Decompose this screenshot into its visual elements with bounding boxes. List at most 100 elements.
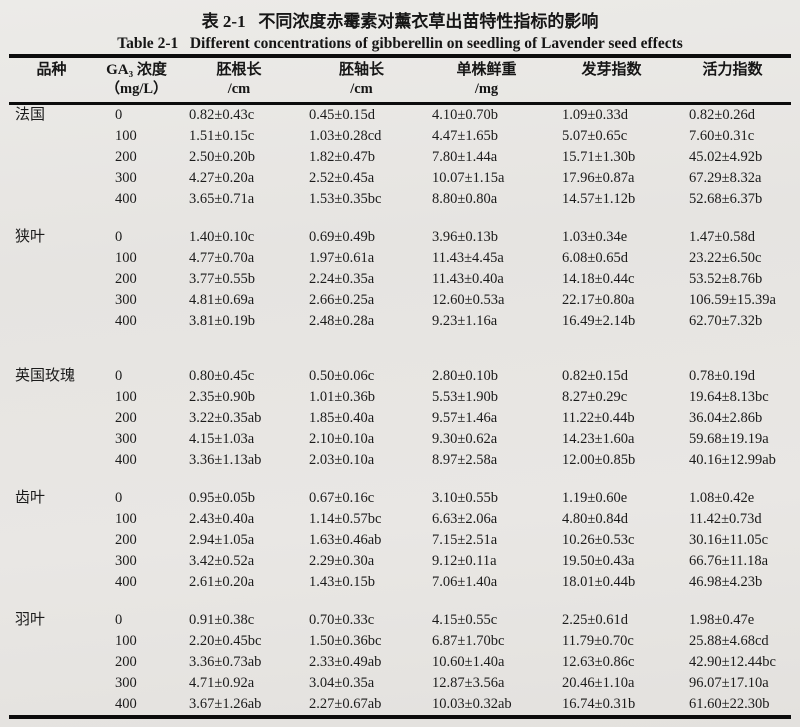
vigor-index-cell: 59.68±19.19a	[689, 431, 769, 447]
concentration-cell: 300	[115, 675, 137, 691]
concentration-cell: 100	[115, 389, 137, 405]
group-spacer	[9, 471, 791, 488]
radicle-length-cell: 0.82±0.43c	[189, 107, 255, 123]
germination-index-cell: 0.82±0.15d	[562, 368, 628, 384]
variety-cell	[9, 652, 94, 673]
spacer-cell	[9, 210, 791, 227]
table-row: 齿叶 0 0.95±0.05b 0.67±0.16c 3.10±0.55b 1.19±0.…	[9, 488, 791, 509]
vigor-index-cell: 0.78±0.19d	[689, 368, 755, 384]
header-unit: （mg/L）	[105, 81, 168, 97]
germination-index-cell: 20.46±1.10a	[562, 675, 635, 691]
table-title-en: Table 2-1 Different concentrations of gi…	[117, 35, 683, 52]
table-body: 法国 0 0.82±0.43c 0.45±0.15d 4.10±0.70b 1.09±0.…	[9, 104, 791, 718]
table-row: 300 4.81±0.69a 2.66±0.25a 12.60±0.53a 22.17±…	[9, 290, 791, 311]
table-row: 300 4.27±0.20a 2.52±0.45a 10.07±1.15a 17.96±…	[9, 168, 791, 189]
vigor-index-cell: 25.88±4.68cd	[689, 633, 769, 649]
concentration-cell: 200	[115, 271, 137, 287]
hypocotyl-length-cell: 2.27±0.67ab	[309, 696, 382, 712]
radicle-length-cell: 3.67±1.26ab	[189, 696, 262, 712]
fresh-weight-cell: 12.60±0.53a	[432, 292, 505, 308]
column-header-radicle-length: 胚根长 /cm	[179, 56, 299, 104]
hypocotyl-length-cell: 0.45±0.15d	[309, 107, 375, 123]
hypocotyl-length-cell: 2.52±0.45a	[309, 170, 375, 186]
vigor-index-cell: 53.52±8.76b	[689, 271, 763, 287]
fresh-weight-cell: 2.80±0.10b	[432, 368, 498, 384]
variety-cell	[9, 694, 94, 717]
concentration-cell: 100	[115, 511, 137, 527]
concentration-cell: 0	[115, 612, 123, 628]
radicle-length-cell: 3.77±0.55b	[189, 271, 255, 287]
variety-cell	[9, 168, 94, 189]
germination-index-cell: 16.49±2.14b	[562, 313, 636, 329]
table-row: 200 3.36±0.73ab 2.33±0.49ab 10.60±1.40a 12.6…	[9, 652, 791, 673]
germination-index-cell: 1.19±0.60e	[562, 490, 628, 506]
germination-index-cell: 14.18±0.44c	[562, 271, 635, 287]
fresh-weight-cell: 10.60±1.40a	[432, 654, 505, 670]
variety-cell	[9, 429, 94, 450]
data-table: 品种 GA₃ 浓度 （mg/L） 胚根长 /cm 胚轴长 /cm 单株鲜重	[9, 54, 791, 719]
table-row: 200 2.94±1.05a 1.63±0.46ab 7.15±2.51a 10.26±…	[9, 530, 791, 551]
vigor-index-cell: 42.90±12.44bc	[689, 654, 776, 670]
concentration-cell: 0	[115, 229, 123, 245]
germination-index-cell: 1.09±0.33d	[562, 107, 628, 123]
vigor-index-cell: 23.22±6.50c	[689, 250, 762, 266]
germination-index-cell: 1.03±0.34e	[562, 229, 628, 245]
fresh-weight-cell: 6.87±1.70bc	[432, 633, 505, 649]
radicle-length-cell: 2.61±0.20a	[189, 574, 255, 590]
fresh-weight-cell: 8.97±2.58a	[432, 452, 498, 468]
vigor-index-cell: 1.47±0.58d	[689, 229, 755, 245]
fresh-weight-cell: 4.15±0.55c	[432, 612, 498, 628]
hypocotyl-length-cell: 2.24±0.35a	[309, 271, 375, 287]
radicle-length-cell: 2.20±0.45bc	[189, 633, 262, 649]
variety-cell	[9, 631, 94, 652]
hypocotyl-length-cell: 1.14±0.57bc	[309, 511, 382, 527]
table-row: 300 4.15±1.03a 2.10±0.10a 9.30±0.62a 14.23±1…	[9, 429, 791, 450]
vigor-index-cell: 106.59±15.39a	[689, 292, 776, 308]
vigor-index-cell: 61.60±22.30b	[689, 696, 770, 712]
hypocotyl-length-cell: 0.70±0.33c	[309, 612, 375, 628]
germination-index-cell: 11.79±0.70c	[562, 633, 634, 649]
variety-cell	[9, 189, 94, 210]
variety-cell	[9, 551, 94, 572]
table-row: 400 3.67±1.26ab 2.27±0.67ab 10.03±0.32ab 16.…	[9, 694, 791, 717]
germination-index-cell: 2.25±0.61d	[562, 612, 628, 628]
germination-index-cell: 11.22±0.44b	[562, 410, 635, 426]
radicle-length-cell: 2.43±0.40a	[189, 511, 255, 527]
fresh-weight-cell: 5.53±1.90b	[432, 389, 498, 405]
variety-cell	[9, 290, 94, 311]
group-spacer	[9, 593, 791, 610]
column-header-fresh-weight: 单株鲜重 /mg	[424, 56, 549, 104]
vigor-index-cell: 46.98±4.23b	[689, 574, 763, 590]
header-title: 胚根长	[216, 62, 262, 78]
vigor-index-cell: 52.68±6.37b	[689, 191, 763, 207]
germination-index-cell: 16.74±0.31b	[562, 696, 636, 712]
radicle-length-cell: 3.36±0.73ab	[189, 654, 262, 670]
germination-index-cell: 14.23±1.60a	[562, 431, 635, 447]
table-row: 200 3.77±0.55b 2.24±0.35a 11.43±0.40a 14.18±…	[9, 269, 791, 290]
radicle-length-cell: 4.77±0.70a	[189, 250, 255, 266]
group-spacer	[9, 332, 791, 366]
germination-index-cell: 5.07±0.65c	[562, 128, 628, 144]
vigor-index-cell: 0.82±0.26d	[689, 107, 755, 123]
germination-index-cell: 10.26±0.53c	[562, 532, 635, 548]
fresh-weight-cell: 9.23±1.16a	[432, 313, 498, 329]
spacer-cell	[9, 593, 791, 610]
hypocotyl-length-cell: 1.63±0.46ab	[309, 532, 382, 548]
fresh-weight-cell: 3.10±0.55b	[432, 490, 498, 506]
table-row: 100 2.43±0.40a 1.14±0.57bc 6.63±2.06a 4.80±0…	[9, 509, 791, 530]
concentration-cell: 400	[115, 313, 137, 329]
variety-cell: 齿叶	[15, 490, 46, 506]
concentration-cell: 400	[115, 452, 137, 468]
fresh-weight-cell: 9.57±1.46a	[432, 410, 498, 426]
radicle-length-cell: 1.51±0.15c	[189, 128, 255, 144]
concentration-cell: 0	[115, 107, 123, 123]
table-row: 400 3.81±0.19b 2.48±0.28a 9.23±1.16a 16.49±2…	[9, 311, 791, 332]
fresh-weight-cell: 11.43±4.45a	[432, 250, 504, 266]
vigor-index-cell: 30.16±11.05c	[689, 532, 769, 548]
vigor-index-cell: 36.04±2.86b	[689, 410, 763, 426]
concentration-cell: 400	[115, 191, 137, 207]
variety-cell	[9, 408, 94, 429]
radicle-length-cell: 1.40±0.10c	[189, 229, 255, 245]
concentration-cell: 300	[115, 553, 137, 569]
